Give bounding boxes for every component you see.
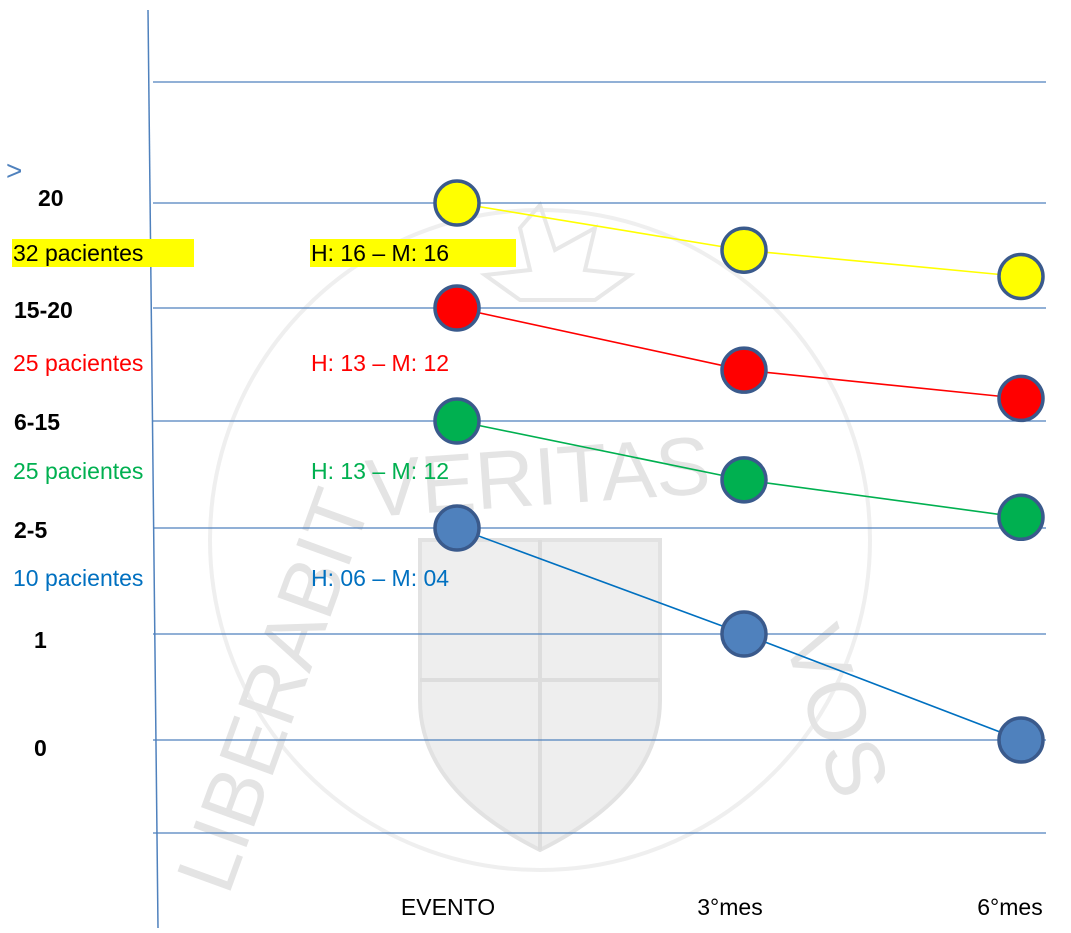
y-axis-line [147, 9, 159, 929]
data-point [720, 456, 768, 504]
y-tick-labels: 20 15-20 6-15 2-5 1 0 [14, 185, 73, 761]
sex-label: H: 13 – M: 12 [311, 350, 449, 376]
gridlines [153, 81, 1046, 834]
x-tick-labels: EVENTO 3°mes 6°mes [401, 894, 1043, 920]
data-point [997, 374, 1045, 423]
y-tick-label: 0 [34, 735, 47, 761]
y-tick-label: 6-15 [14, 409, 60, 435]
group-labels: 32 pacientes H: 16 – M: 16 25 pacientes H: … [12, 239, 516, 591]
y-tick-label: 2-5 [14, 517, 47, 543]
data-point [720, 346, 768, 394]
x-tick-label: 3°mes [697, 894, 762, 920]
data-point [433, 179, 481, 227]
sex-label: H: 06 – M: 04 [311, 565, 449, 591]
y-top-marker: > [6, 155, 22, 186]
series-points [433, 179, 1045, 764]
y-tick-label: 1 [34, 627, 47, 653]
watermark-star [479, 201, 636, 302]
x-tick-label: EVENTO [401, 894, 495, 920]
data-point [433, 504, 481, 552]
data-point [997, 493, 1045, 542]
patients-label: 25 pacientes [13, 350, 143, 376]
sex-label: H: 13 – M: 12 [311, 458, 449, 484]
patients-highlight [12, 239, 194, 267]
data-point [997, 252, 1045, 301]
sex-highlight [310, 239, 516, 267]
data-point [997, 716, 1045, 764]
patients-label: 32 pacientes [13, 240, 143, 266]
data-point [720, 610, 768, 658]
data-point [433, 397, 481, 445]
data-point [720, 226, 768, 274]
patients-label: 10 pacientes [13, 565, 143, 591]
y-tick-label: 15-20 [14, 297, 73, 323]
y-tick-label: 20 [38, 185, 64, 211]
data-point [433, 284, 481, 332]
sex-label: H: 16 – M: 16 [311, 240, 449, 266]
patients-label: 25 pacientes [13, 458, 143, 484]
x-tick-label: 6°mes [977, 894, 1042, 920]
